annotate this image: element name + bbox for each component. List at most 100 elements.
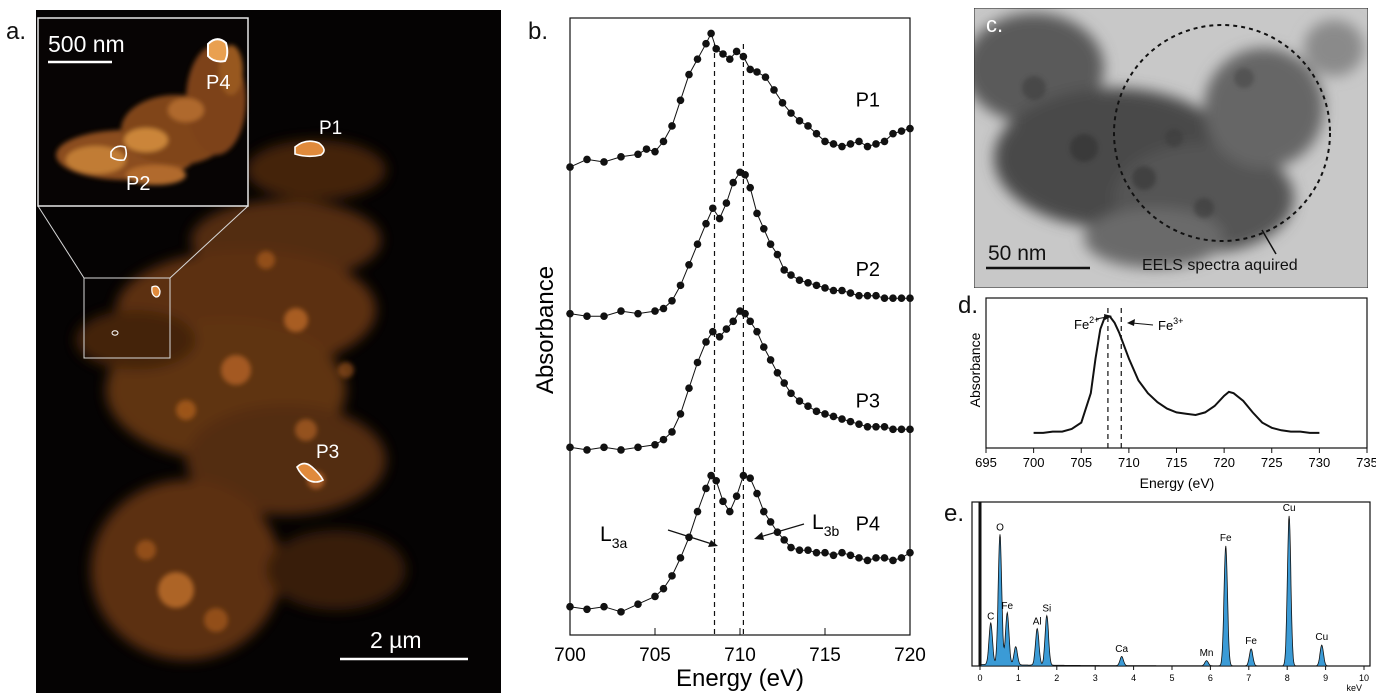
spectrum-point (617, 608, 625, 616)
zoom-connector-left (37, 205, 85, 279)
spectrum-point (668, 572, 676, 580)
spectrum-point (746, 183, 754, 192)
spectrum-point (583, 155, 591, 164)
panel-d-series (1033, 315, 1320, 434)
spectrum-point (707, 471, 715, 480)
spectrum-point (838, 548, 846, 557)
peak-label: Mn (1200, 648, 1214, 659)
panel-e-frame (971, 501, 1371, 667)
spectrum-point (906, 425, 914, 434)
spectrum-point (668, 122, 676, 130)
panel-e-letter: e. (944, 500, 965, 527)
panel-b-l3a-annotation: L3a (600, 523, 718, 551)
panel-d-xlabel: Energy (eV) (1140, 475, 1215, 491)
spectrum-point (712, 476, 720, 485)
panel-b-series: P1 P2 P3 P4 (566, 29, 914, 616)
panel-d-xticks: 695 700 705 710 715 720 725 730 735 (975, 448, 1376, 470)
main-scale-label: 2 µm (370, 627, 422, 653)
panel-b-xtick-label: 700 (554, 645, 586, 666)
svg-text:L3a: L3a (600, 523, 627, 551)
spectrum-point (676, 281, 685, 290)
peak-label: Si (1042, 603, 1051, 614)
panel-d-chart: Absorbance Energy (eV) 695 700 705 710 715 72… (967, 297, 1376, 491)
panel-c-scale-label: 50 nm (988, 242, 1046, 265)
spectrum-point (821, 137, 829, 146)
spectrum-point (846, 551, 855, 560)
eels-pointer-line (1261, 229, 1277, 255)
panel-b-xtick-label: 710 (724, 645, 756, 666)
panel-e-xtick-label: 1 (1016, 673, 1021, 683)
spectrum-point (872, 140, 880, 148)
spectrum-point (780, 266, 788, 274)
spectrum-label: P3 (856, 390, 880, 412)
spectrum-label: P2 (856, 259, 880, 281)
spectrum-point (872, 554, 880, 562)
zoom-connector-right (169, 205, 249, 279)
spectrum-point (760, 225, 768, 233)
inset-outline-p2[interactable] (110, 145, 128, 161)
spectrum-point (778, 99, 787, 107)
spectrum-point (812, 129, 821, 138)
spectrum-point (600, 443, 608, 452)
spectrum-point (821, 410, 829, 418)
panel-d-xtick-label: 705 (1070, 455, 1092, 470)
spectrum-point (746, 65, 754, 74)
inset-scale-label: 500 nm (48, 31, 125, 57)
spectrum-point (838, 286, 846, 295)
panel-d-letter: d. (958, 292, 979, 319)
peak-label: Ca (1115, 644, 1128, 655)
spectrum-point (685, 70, 693, 79)
spectrum-point (897, 294, 906, 303)
spectrum-point (709, 204, 717, 213)
spectrum-label: P1 (856, 90, 880, 112)
spectrum-point (726, 55, 734, 63)
spectrum-point (787, 109, 795, 117)
panel-e-xticks: 0 1 2 3 4 5 6 7 8 9 10 (977, 666, 1369, 683)
eels-region-circle[interactable] (1113, 24, 1331, 242)
spectrum-point (693, 507, 702, 516)
panel-e-xtick-label: 6 (1208, 673, 1213, 683)
spectrum-point (746, 474, 754, 482)
spectrum-point (583, 605, 591, 614)
zoom-region-box[interactable] (83, 277, 171, 359)
spectrum-point (676, 410, 685, 418)
eels-spectrum-line (1033, 315, 1320, 434)
panel-a-letter: a. (6, 18, 27, 45)
panel-b-chart: Absorbance Energy (eV) 700 705 710 715 720 P… (532, 17, 926, 692)
spectrum-point (739, 471, 748, 480)
spectrum-point (906, 294, 914, 303)
region-outline-p3[interactable] (296, 462, 325, 483)
panel-c-letter: c. (986, 12, 1003, 37)
spectrum-point (566, 443, 574, 452)
spectrum-point (642, 145, 651, 153)
spectrum-point (651, 147, 659, 156)
spectrum-point (906, 548, 914, 557)
spectrum-point (766, 518, 775, 526)
spectrum-point (855, 420, 863, 428)
region-label-p1: P1 (319, 118, 342, 139)
spectrum-point (773, 368, 782, 377)
inset-outline-p4[interactable] (207, 38, 229, 63)
spectrum-point (741, 309, 749, 318)
panel-b-xticks: 700 705 710 715 720 (554, 628, 926, 666)
spectrum-point (829, 286, 838, 295)
spectrum-point (838, 415, 846, 423)
spectrum-point (741, 171, 749, 179)
panel-e-xtick-label: 4 (1131, 673, 1136, 683)
panel-b-xtick-label: 715 (809, 645, 841, 666)
spectrum-p4: P4 (566, 471, 914, 616)
spectrum-point (634, 443, 642, 452)
spectrum-point (715, 214, 724, 223)
spectrum-point (804, 122, 812, 130)
region-outline-p1[interactable] (294, 140, 325, 158)
spectrum-point (719, 50, 727, 58)
spectrum-point (795, 546, 804, 554)
spectrum-line (569, 310, 910, 451)
peak-label: Fe (1220, 533, 1232, 544)
spectrum-point (739, 52, 748, 61)
spectrum-point (829, 412, 838, 421)
spectrum-point (685, 384, 693, 393)
panel-a-image: P1 P3 500 nm P4 (36, 10, 501, 693)
